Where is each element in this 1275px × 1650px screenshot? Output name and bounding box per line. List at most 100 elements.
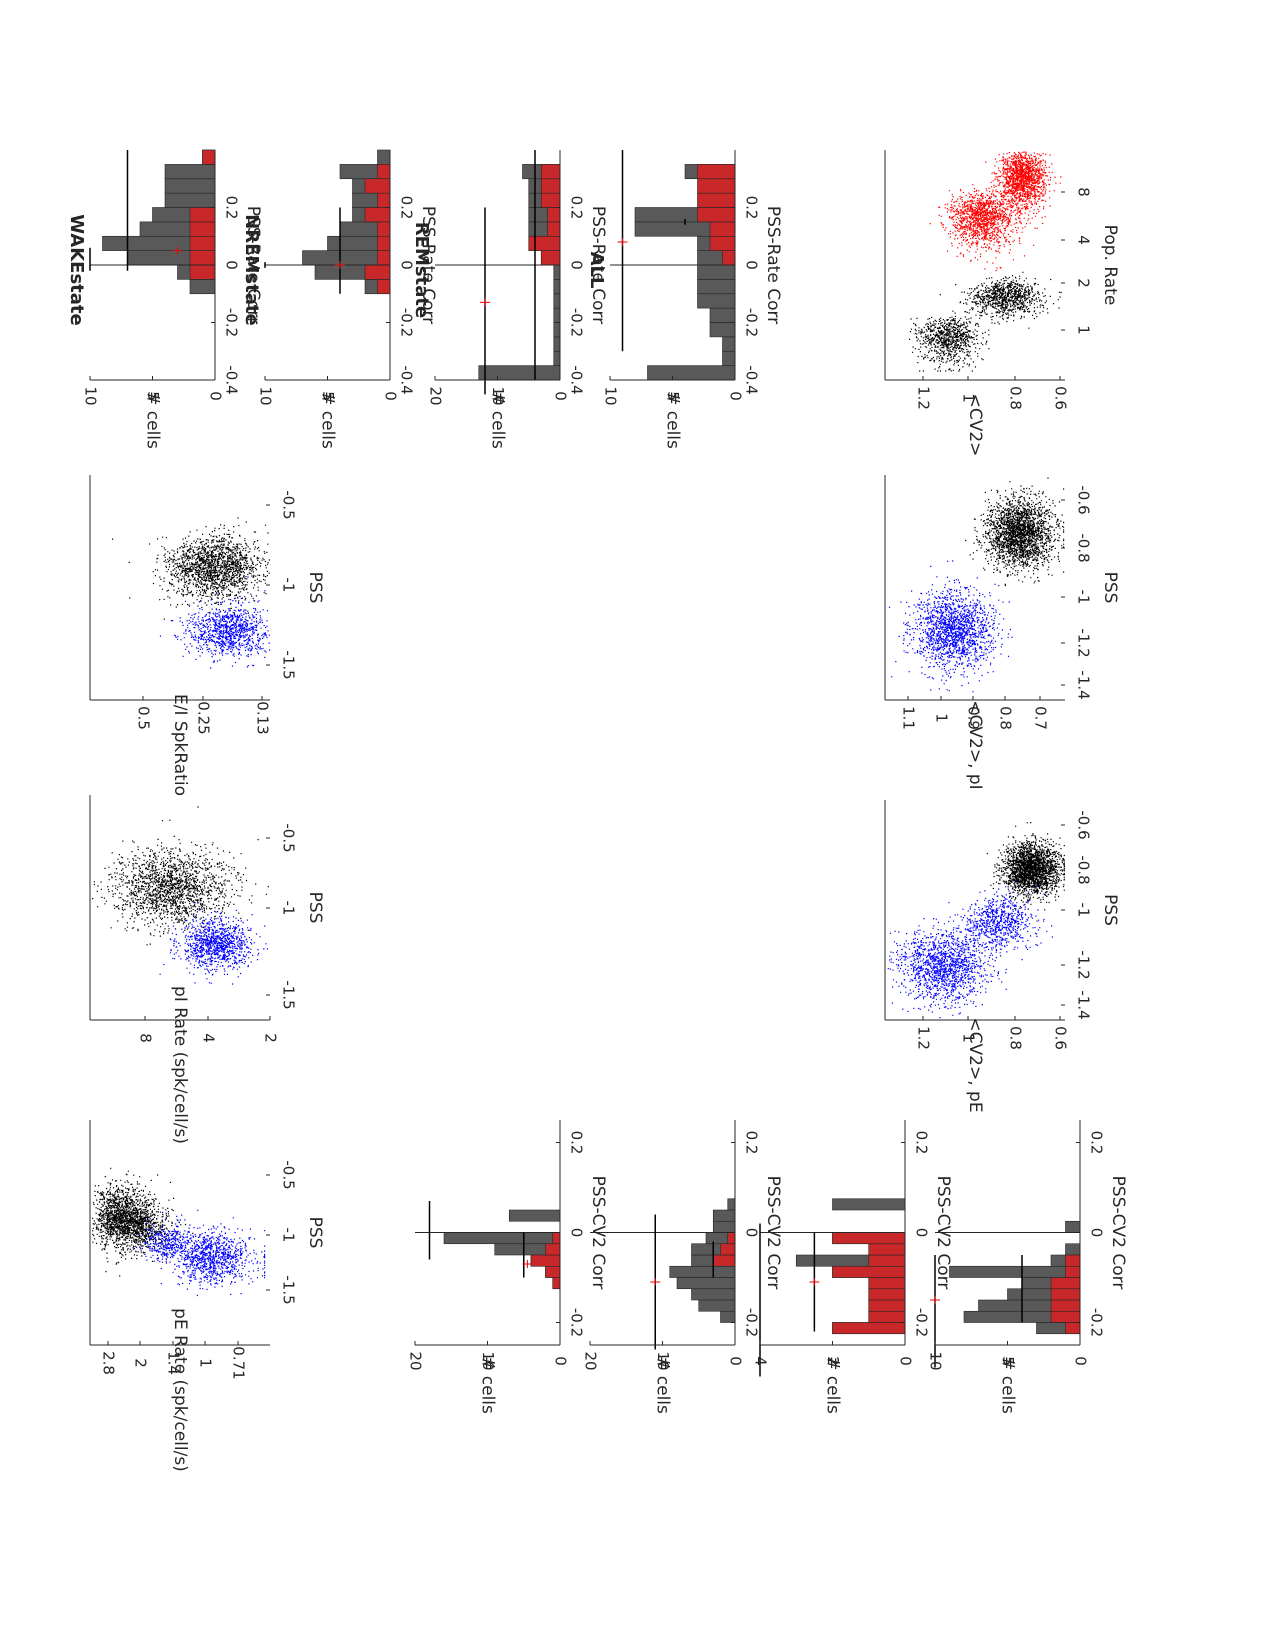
x-tick-label: -1.2 [1075, 950, 1093, 979]
panel-h_cv2_3 [759, 1120, 906, 1377]
y-tick-label: 0 [727, 1356, 745, 1366]
x-tick-label: 0 [743, 1228, 761, 1238]
y-tick-label: 0 [552, 1356, 570, 1366]
gray-histogram-bar [164, 164, 216, 180]
red-histogram-bar [364, 178, 391, 194]
x-tick-label: -0.2 [1088, 1308, 1106, 1337]
x-tick-label: -0.6 [1075, 485, 1093, 514]
x-tick-label: -0.2 [743, 1308, 761, 1337]
y-tick-label: 1 [960, 1033, 978, 1043]
y-tick-label: 0 [897, 1356, 915, 1366]
red-histogram-bar [868, 1254, 906, 1267]
x-tick-label: 0 [568, 1228, 586, 1238]
scatter-series [132, 1209, 266, 1297]
scatter-series [159, 902, 268, 985]
red-histogram-bar [189, 235, 216, 251]
red-histogram-bar [540, 250, 561, 266]
y-tick-label: 8 [137, 1033, 155, 1043]
y-tick-label: 1.2 [915, 386, 933, 410]
scatter-series [887, 879, 1053, 1019]
x-tick-label: 0.2 [743, 196, 761, 220]
red-histogram-bar [868, 1310, 906, 1323]
x-axis-label: PSS [1100, 572, 1120, 604]
scatter-points [112, 517, 270, 620]
panel-h_rate_4 [609, 150, 736, 381]
x-tick-label: 1 [1075, 325, 1093, 335]
scatter-series [159, 576, 271, 669]
x-tick-label: 0 [743, 260, 761, 270]
y-tick-label: 0 [207, 391, 225, 401]
scatter-series [929, 151, 1062, 272]
panel-sc_pI_rate [89, 795, 271, 1021]
red-histogram-bar [722, 250, 736, 266]
red-histogram-bar [709, 221, 736, 237]
y-axis-label: <CV2> [965, 394, 985, 457]
y-tick-label: 10 [489, 386, 507, 405]
y-tick-label: 0 [1072, 1356, 1090, 1366]
gray-histogram-bar [478, 365, 561, 381]
gray-histogram-bar [508, 1209, 561, 1222]
gray-histogram-bar [553, 322, 561, 338]
x-tick-label: -0.5 [280, 1160, 298, 1189]
y-tick-label: 0.6 [1052, 1026, 1070, 1050]
x-tick-label: -0.5 [280, 490, 298, 519]
red-histogram-bar [720, 1243, 736, 1256]
red-histogram-bar [377, 192, 391, 208]
gray-histogram-bar [647, 365, 736, 381]
red-histogram-bar [552, 1277, 561, 1290]
panel-sc_cv2_poprate [884, 150, 1065, 381]
y-axis-label: # cells [653, 1356, 673, 1414]
y-tick-label: 0.5 [135, 706, 153, 730]
scatter-series [888, 560, 1013, 693]
panel-title: ALL [586, 252, 607, 289]
red-histogram-bar [377, 235, 391, 251]
panel-h_rate_1 [89, 149, 216, 381]
x-axis-label: PSS [305, 892, 325, 924]
x-tick-label: 0.2 [913, 1131, 931, 1155]
panel-title: NREMstate [241, 214, 262, 325]
scatter-points [929, 151, 1062, 272]
x-tick-label: -0.2 [743, 308, 761, 337]
y-tick-label: 0.25 [195, 701, 213, 734]
gray-histogram-bar [553, 336, 561, 352]
scatter-points [132, 1209, 266, 1297]
x-tick-label: -0.2 [398, 308, 416, 337]
y-axis-label: E/I SpkRatio [170, 694, 190, 796]
y-tick-label: 10 [654, 1351, 672, 1370]
red-histogram-bar [540, 164, 561, 180]
red-histogram-bar [832, 1265, 906, 1278]
gray-histogram-bar [727, 1198, 736, 1211]
y-tick-label: 1.2 [915, 1026, 933, 1050]
x-tick-label: 0 [1088, 1228, 1106, 1238]
x-tick-label: 0 [913, 1228, 931, 1238]
red-histogram-bar [1050, 1310, 1081, 1323]
x-tick-label: -0.8 [1075, 533, 1093, 562]
red-histogram-bar [1065, 1254, 1081, 1267]
x-tick-label: 0.2 [223, 196, 241, 220]
red-histogram-bar [547, 221, 561, 237]
x-tick-label: 8 [1075, 187, 1093, 197]
panel-sc_cv2_pE [884, 800, 1065, 1021]
gray-histogram-bar [669, 1265, 736, 1278]
y-tick-label: 10 [479, 1351, 497, 1370]
panel-h_cv2_2 [589, 1120, 736, 1350]
red-histogram-bar [697, 207, 736, 223]
scatter-points [965, 477, 1065, 587]
gray-histogram-bar [553, 307, 561, 323]
x-tick-label: 4 [1075, 235, 1093, 245]
red-histogram-bar [868, 1243, 906, 1256]
y-tick-label: 4 [200, 1033, 218, 1043]
y-axis-label: <CV2>, pI [965, 700, 985, 789]
x-axis-label: PSS-Rate Corr [418, 206, 438, 324]
y-tick-label: 2 [824, 1356, 842, 1366]
red-histogram-bar [868, 1277, 906, 1290]
red-histogram-bar [709, 235, 736, 251]
y-axis-label: # cells [488, 391, 508, 449]
panel-h_cv2_1 [414, 1120, 561, 1346]
panel-h_rate_2 [264, 149, 391, 381]
scatter-series [92, 1167, 215, 1277]
red-histogram-bar [1065, 1265, 1081, 1278]
red-histogram-bar [189, 207, 216, 223]
x-tick-label: -0.2 [223, 308, 241, 337]
